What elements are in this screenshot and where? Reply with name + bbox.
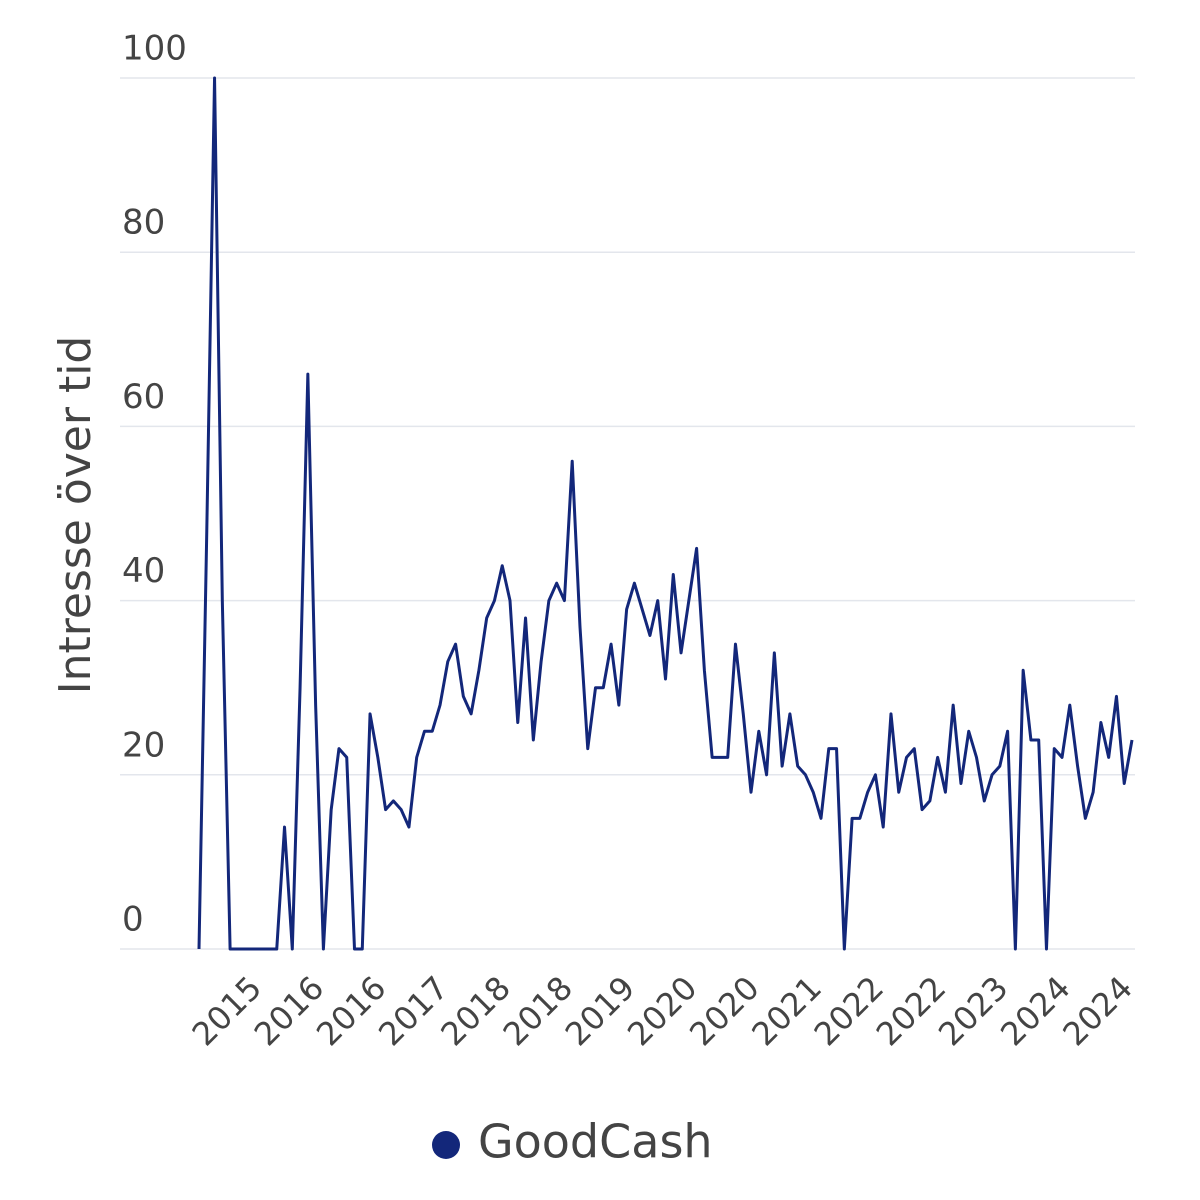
- x-tick-label: 2016: [309, 969, 393, 1053]
- y-tick-label: 60: [122, 377, 165, 417]
- y-tick-label: 0: [122, 900, 144, 940]
- x-tick-label: 2019: [558, 969, 642, 1053]
- x-tick-label: 2018: [433, 969, 517, 1053]
- x-tick-label: 2020: [682, 969, 766, 1053]
- x-tick-label: 2022: [807, 969, 891, 1053]
- x-tick-label: 2024: [1055, 969, 1139, 1053]
- x-tick-label: 2022: [869, 969, 953, 1053]
- x-tick-label: 2021: [744, 969, 828, 1053]
- y-tick-label: 100: [122, 29, 187, 69]
- y-axis-title: Intresse över tid: [50, 336, 101, 695]
- legend-label: GoodCash: [478, 1115, 713, 1169]
- series-line: [197, 76, 1134, 951]
- y-tick-label: 80: [122, 203, 165, 243]
- x-tick-label: 2018: [496, 969, 580, 1053]
- y-tick-label: 20: [122, 725, 165, 765]
- x-tick-label: 2024: [993, 969, 1077, 1053]
- x-tick-label: 2020: [620, 969, 704, 1053]
- x-tick-label: 2016: [247, 969, 331, 1053]
- y-tick-label: 40: [122, 551, 165, 591]
- legend-marker: [432, 1131, 460, 1159]
- x-tick-label: 2015: [185, 969, 269, 1053]
- x-tick-label: 2023: [931, 969, 1015, 1053]
- x-tick-label: 2017: [371, 969, 455, 1053]
